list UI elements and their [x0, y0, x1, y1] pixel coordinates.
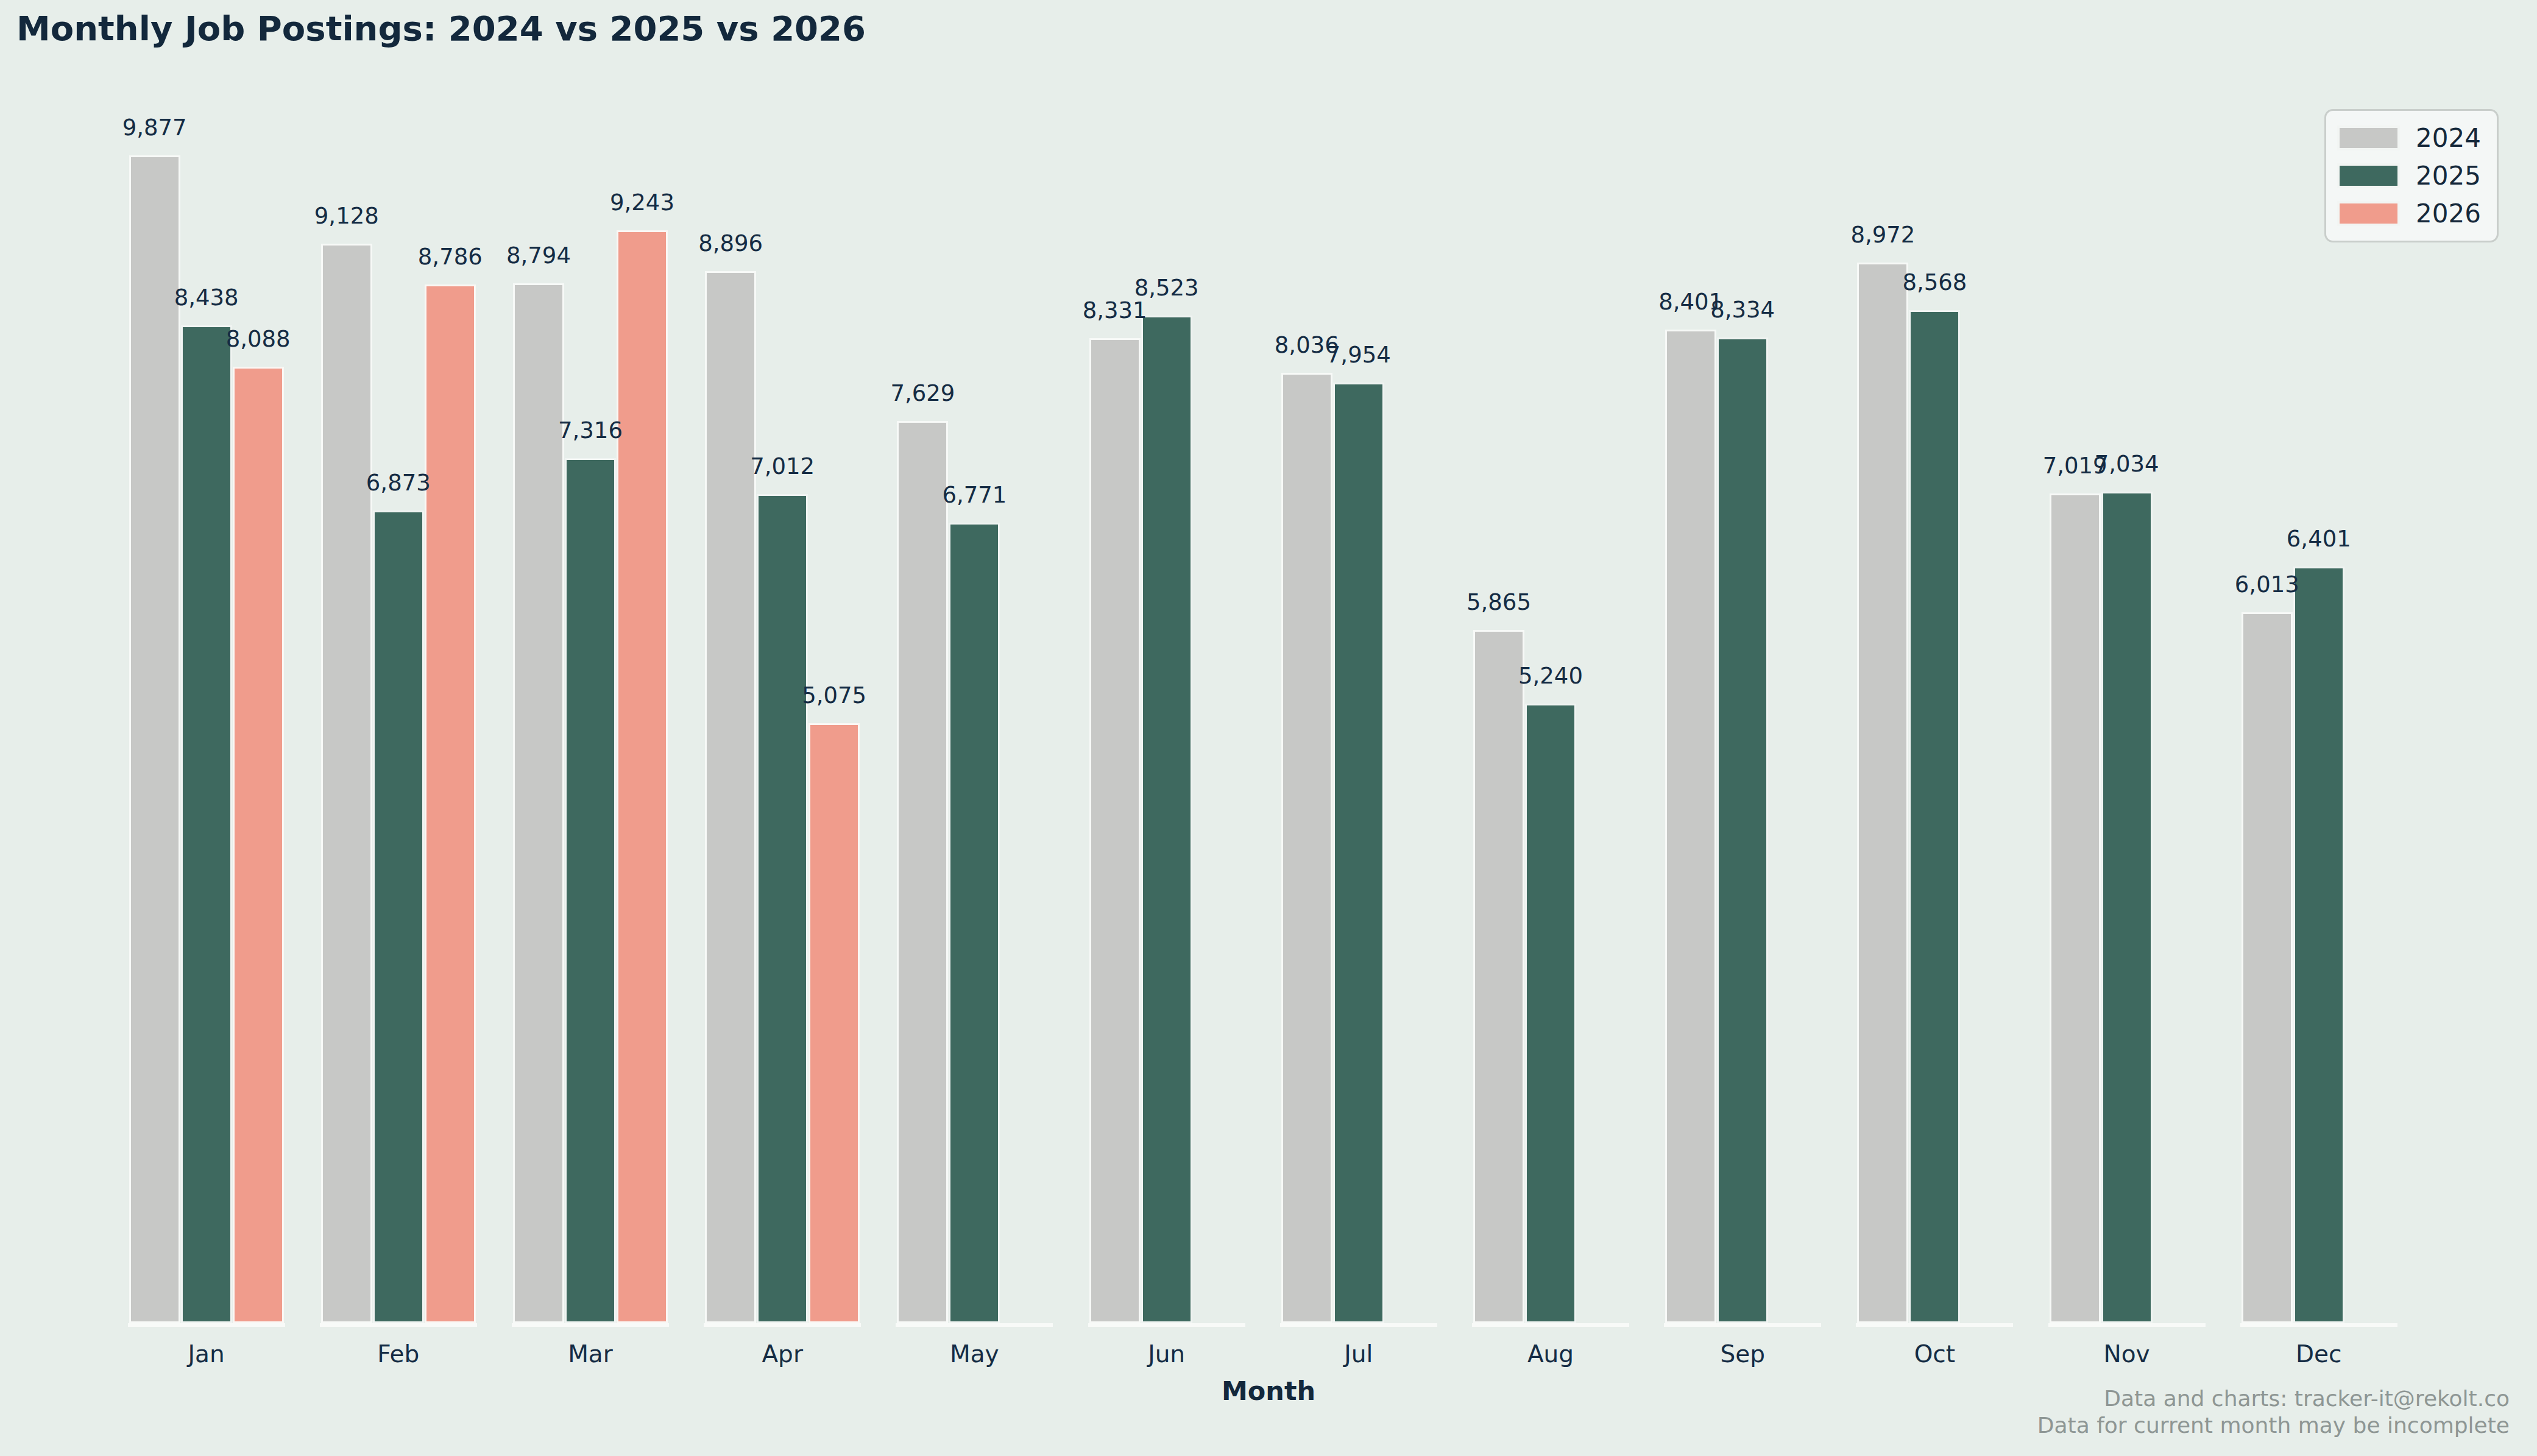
legend-swatch-2024	[2337, 125, 2400, 150]
bar-2024-apr	[705, 271, 756, 1323]
x-tick-jun: Jun	[1148, 1340, 1185, 1368]
footer-line-2: Data for current month may be incomplete	[2037, 1412, 2510, 1439]
baseline-oct	[1856, 1323, 2013, 1327]
baseline-dec	[2240, 1323, 2397, 1327]
footer-credit: Data and charts: tracker-it@rekolt.co Da…	[2037, 1385, 2510, 1439]
bar-label-2024-aug: 5,865	[1467, 589, 1531, 615]
baseline-aug	[1472, 1323, 1629, 1327]
bar-2024-jul	[1281, 373, 1332, 1323]
bar-label-2025-sep: 8,334	[1710, 297, 1775, 323]
bar-label-2026-apr: 5,075	[802, 682, 866, 709]
bar-2024-dec	[2242, 612, 2293, 1323]
bar-2024-mar	[513, 283, 564, 1323]
bar-2025-feb	[373, 511, 424, 1323]
baseline-apr	[704, 1323, 861, 1327]
bar-label-2025-aug: 5,240	[1518, 663, 1583, 689]
x-axis-title: Month	[1222, 1376, 1315, 1406]
bar-label-2025-jun: 8,523	[1134, 275, 1199, 301]
bar-label-2025-oct: 8,568	[1902, 269, 1967, 295]
bar-label-2026-jan: 8,088	[226, 326, 291, 352]
bar-2026-feb	[425, 284, 476, 1323]
x-tick-oct: Oct	[1914, 1340, 1955, 1368]
bar-2025-sep	[1717, 337, 1768, 1323]
bar-label-2024-mar: 8,794	[506, 242, 571, 269]
legend-item-2024: 2024	[2337, 123, 2486, 153]
legend-label-2024: 2024	[2416, 123, 2481, 153]
baseline-jun	[1088, 1323, 1245, 1327]
x-tick-jan: Jan	[188, 1340, 225, 1368]
bar-2024-sep	[1665, 330, 1716, 1323]
x-tick-aug: Aug	[1527, 1340, 1574, 1368]
legend-label-2026: 2026	[2416, 199, 2481, 228]
legend-swatch-2026	[2337, 201, 2400, 226]
footer-line-1: Data and charts: tracker-it@rekolt.co	[2037, 1385, 2510, 1412]
bar-2026-mar	[617, 230, 668, 1323]
legend-item-2025: 2025	[2337, 161, 2486, 191]
bar-2024-feb	[321, 244, 372, 1323]
legend-swatch-2025	[2337, 163, 2400, 188]
bar-2025-mar	[565, 458, 616, 1323]
bar-2024-jan	[129, 155, 180, 1323]
legend: 2024 2025 2026	[2324, 109, 2499, 242]
bar-label-2024-dec: 6,013	[2235, 571, 2299, 598]
bar-label-2025-dec: 6,401	[2287, 526, 2351, 552]
bar-2025-apr	[757, 494, 808, 1323]
bar-label-2025-jul: 7,954	[1326, 342, 1391, 368]
bar-label-2024-jan: 9,877	[122, 115, 187, 141]
bar-label-2026-mar: 9,243	[610, 189, 674, 216]
bar-2025-jun	[1141, 316, 1192, 1323]
bar-label-2024-apr: 8,896	[698, 230, 763, 256]
x-tick-sep: Sep	[1720, 1340, 1765, 1368]
bar-label-2025-nov: 7,034	[2095, 451, 2159, 477]
baseline-mar	[512, 1323, 669, 1327]
bar-label-2025-jan: 8,438	[174, 284, 239, 311]
legend-label-2025: 2025	[2416, 161, 2481, 191]
bar-2025-nov	[2101, 492, 2153, 1323]
bar-2025-jan	[181, 325, 232, 1323]
bar-2025-dec	[2293, 567, 2344, 1323]
baseline-sep	[1664, 1323, 1821, 1327]
baseline-feb	[320, 1323, 477, 1327]
x-tick-nov: Nov	[2104, 1340, 2150, 1368]
bar-label-2025-mar: 7,316	[558, 417, 623, 444]
bar-label-2024-oct: 8,972	[1850, 222, 1915, 248]
bar-2024-oct	[1857, 263, 1908, 1323]
baseline-jul	[1280, 1323, 1437, 1327]
plot-area: Jan 9,877 8,438 8,088 Feb 9,128 6,873 8,786 Mar 8…	[0, 0, 2537, 1456]
baseline-nov	[2048, 1323, 2206, 1327]
bar-label-2026-feb: 8,786	[418, 244, 483, 270]
x-tick-feb: Feb	[377, 1340, 419, 1368]
bar-2025-oct	[1909, 310, 1960, 1323]
x-tick-mar: Mar	[568, 1340, 613, 1368]
baseline-may	[896, 1323, 1053, 1327]
chart-canvas: Monthly Job Postings: 2024 vs 2025 vs 20…	[0, 0, 2537, 1456]
bar-label-2025-apr: 7,012	[750, 453, 815, 479]
bar-label-2024-jun: 8,331	[1083, 297, 1147, 323]
bar-label-2025-feb: 6,873	[366, 470, 431, 496]
bar-label-2025-may: 6,771	[942, 482, 1007, 508]
bar-2024-may	[897, 421, 948, 1323]
x-tick-apr: Apr	[762, 1340, 802, 1368]
bar-2024-nov	[2050, 493, 2101, 1323]
bar-2025-may	[949, 523, 1000, 1323]
legend-item-2026: 2026	[2337, 199, 2486, 228]
x-tick-jul: Jul	[1344, 1340, 1373, 1368]
x-tick-dec: Dec	[2296, 1340, 2341, 1368]
bar-2024-aug	[1473, 630, 1524, 1323]
bar-2026-jan	[233, 367, 284, 1323]
baseline-jan	[128, 1323, 285, 1327]
bar-2026-apr	[809, 723, 860, 1323]
x-tick-may: May	[950, 1340, 999, 1368]
bar-2024-jun	[1089, 338, 1141, 1323]
bar-2025-jul	[1333, 383, 1384, 1323]
bar-2025-aug	[1525, 704, 1576, 1323]
bar-label-2024-feb: 9,128	[314, 203, 379, 229]
bar-label-2024-may: 7,629	[890, 380, 955, 406]
